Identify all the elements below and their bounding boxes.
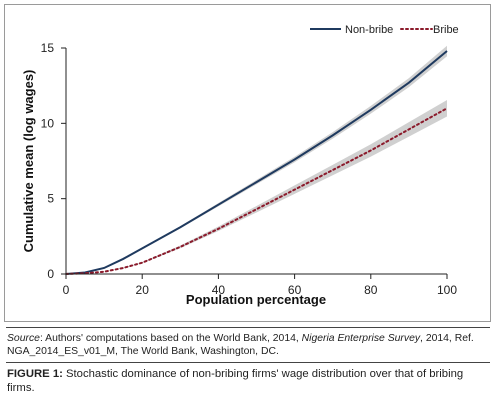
source-note: Source: Authors' computations based on t… [7, 332, 491, 358]
x-ticks: 0 20 40 60 80 100 [63, 274, 457, 297]
y-ticks: 0 5 10 15 [41, 41, 66, 281]
figure-caption-text: Stochastic dominance of non-bribing firm… [7, 368, 464, 394]
x-tick-label: 0 [63, 283, 70, 297]
x-tick-label: 60 [288, 283, 302, 297]
chart-frame [4, 4, 491, 322]
x-tick-label: 20 [136, 283, 150, 297]
figure-label: FIGURE 1: [7, 368, 63, 380]
source-survey-title: Nigeria Enterprise Survey [301, 333, 421, 344]
y-axis-title: Cumulative mean (log wages) [21, 70, 36, 253]
y-tick-label: 15 [41, 41, 55, 55]
bribe-series-line [65, 107, 448, 275]
x-tick-label: 40 [212, 283, 226, 297]
caption-divider [6, 327, 490, 328]
non-bribe-series-line [65, 50, 448, 275]
non-bribe-confidence-band [66, 45, 447, 274]
x-axis-title: Population percentage [186, 292, 326, 307]
y-tick-label: 5 [47, 192, 54, 206]
y-tick-label: 10 [41, 116, 55, 130]
legend: Non-bribe Bribe [310, 24, 459, 36]
figure-caption: FIGURE 1: Stochastic dominance of non-br… [7, 367, 491, 395]
confidence-bands [66, 45, 447, 274]
chart: 0 20 40 60 80 100 0 5 10 15 Population percentag… [4, 4, 491, 322]
bribe-legend-label: Bribe [433, 24, 459, 36]
bribe-confidence-band [66, 99, 447, 274]
source-text-1: : Authors' computations based on the Wor… [39, 333, 302, 344]
series-lines [65, 50, 448, 275]
y-tick-label: 0 [47, 267, 54, 281]
x-tick-label: 80 [364, 283, 378, 297]
caption-divider-2 [6, 362, 490, 363]
source-label: Source [7, 333, 40, 344]
x-tick-label: 100 [437, 283, 457, 297]
source-text-2: , 2014, Ref. NGA_2014_ES_v01_M, The Worl… [7, 333, 474, 357]
non-bribe-legend-label: Non-bribe [345, 24, 393, 36]
